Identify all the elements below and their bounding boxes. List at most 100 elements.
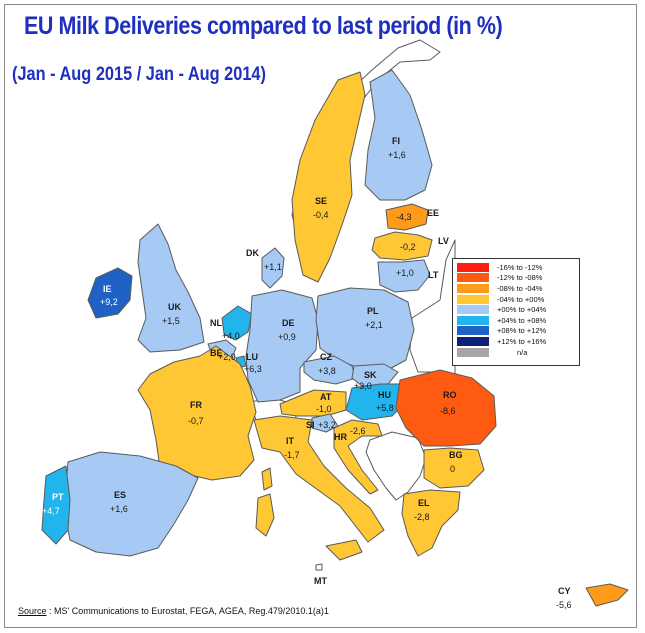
label-fr-code: FR: [190, 400, 202, 410]
country-ie: [87, 267, 133, 319]
label-pl-value: +2,1: [365, 320, 383, 330]
country-fr-corsica: [261, 467, 273, 491]
country-bg: [423, 447, 485, 489]
country-fr: [137, 345, 257, 481]
label-hu-code: HU: [378, 390, 391, 400]
label-el-value: -2,8: [414, 512, 430, 522]
country-at: [279, 389, 347, 417]
label-bg-code: BG: [449, 450, 463, 460]
label-ie-value: +9,2: [100, 297, 118, 307]
label-cy-code: CY: [558, 586, 571, 596]
country-labels: FI +1,6 SE -0,4 EE -4,3 LV -0,2 LT +1,0 …: [42, 136, 572, 610]
country-mt: [315, 563, 323, 571]
label-fi-code: FI: [392, 136, 400, 146]
country-cy: [585, 583, 629, 607]
label-fr-value: -0,7: [188, 416, 204, 426]
label-dk-value: +1,1: [264, 262, 282, 272]
label-pt-value: +4,7: [42, 506, 60, 516]
country-cz: [303, 355, 357, 385]
legend: -16% to -12% -12% to -08% -08% to -04% -…: [452, 258, 580, 366]
legend-label: -12% to -08%: [497, 273, 543, 283]
label-lt-code: LT: [428, 270, 439, 280]
label-hr-value: -2,6: [350, 426, 366, 436]
label-it-code: IT: [286, 436, 295, 446]
legend-row: +08% to +12%: [457, 326, 575, 337]
legend-swatch: [457, 283, 489, 293]
legend-row: -04% to +00%: [457, 294, 575, 305]
legend-swatch: [457, 347, 489, 357]
legend-label: +00% to +04%: [497, 305, 547, 315]
legend-label: +04% to +08%: [497, 315, 547, 325]
legend-row: +12% to +16%: [457, 336, 575, 347]
country-fi: [364, 69, 433, 201]
legend-row: -16% to -12%: [457, 262, 575, 273]
country-pl: [315, 287, 415, 373]
label-lv-code: LV: [438, 236, 449, 246]
legend-row: -12% to -08%: [457, 273, 575, 284]
non-eu-land-balkans: [365, 431, 427, 501]
label-be-code: BE: [210, 348, 223, 358]
source-note: Source : MS' Communications to Eurostat,…: [18, 606, 329, 616]
label-cz-value: +3,8: [318, 366, 336, 376]
legend-swatch: [457, 326, 489, 336]
source-text: : MS' Communications to Eurostat, FEGA, …: [49, 606, 329, 616]
map-title: EU Milk Deliveries compared to last peri…: [24, 12, 503, 40]
country-nl: [221, 305, 253, 341]
label-se-value: -0,4: [313, 210, 329, 220]
country-uk: [137, 223, 205, 353]
country-es: [63, 451, 199, 557]
label-si-value: +3,2: [318, 420, 336, 430]
label-se-code: SE: [315, 196, 327, 206]
country-hr: [333, 419, 383, 495]
label-cz-code: CZ: [320, 352, 332, 362]
country-de: [245, 289, 319, 403]
country-dk: [261, 247, 285, 289]
legend-swatch: [457, 262, 489, 272]
legend-swatch: [457, 273, 489, 283]
label-lu-value: +6,3: [244, 364, 262, 374]
label-si-code: SI: [306, 420, 315, 430]
legend-label: +08% to +12%: [497, 326, 547, 336]
label-sk-code: SK: [364, 370, 377, 380]
legend-swatch: [457, 294, 489, 304]
legend-row: +04% to +08%: [457, 315, 575, 326]
label-ie-code: IE: [103, 284, 112, 294]
label-ee-code: EE: [427, 208, 439, 218]
legend-swatch: [457, 336, 489, 346]
label-el-code: EL: [418, 498, 430, 508]
label-mt-code: MT: [314, 576, 327, 586]
label-uk-code: UK: [168, 302, 181, 312]
map-subtitle: (Jan - Aug 2015 / Jan - Aug 2014): [12, 64, 266, 85]
label-dk-code: DK: [246, 248, 259, 258]
label-de-code: DE: [282, 318, 295, 328]
legend-label: -16% to -12%: [497, 262, 543, 272]
label-de-value: +0,9: [278, 332, 296, 342]
country-it: [253, 415, 385, 543]
label-sk-value: +3,0: [354, 381, 372, 391]
label-uk-value: +1,5: [162, 316, 180, 326]
country-it-sicily: [325, 539, 363, 561]
label-ee-value: -4,3: [396, 212, 412, 222]
label-at-value: -1,0: [316, 404, 332, 414]
legend-label: n/a: [517, 347, 528, 357]
label-lu-code: LU: [246, 352, 258, 362]
label-nl-value: +4,0: [222, 331, 240, 341]
legend-label: -08% to -04%: [497, 283, 543, 293]
label-at-code: AT: [320, 392, 332, 402]
label-hu-value: +5,8: [376, 403, 394, 413]
label-hr-code: HR: [334, 432, 347, 442]
country-pt: [41, 465, 71, 545]
country-ee: [385, 203, 429, 231]
label-pt-code: PT: [52, 492, 64, 502]
label-ro-code: RO: [443, 390, 457, 400]
legend-row: n/a: [457, 347, 575, 358]
legend-swatch: [457, 315, 489, 325]
country-lv: [371, 231, 433, 261]
label-cy-value: -5,6: [556, 600, 572, 610]
label-nl-code: NL: [210, 318, 222, 328]
label-bg-value: 0: [450, 464, 455, 474]
label-it-value: -1,7: [284, 450, 300, 460]
label-es-value: +1,6: [110, 504, 128, 514]
country-ro: [395, 369, 497, 447]
legend-row: -08% to -04%: [457, 283, 575, 294]
